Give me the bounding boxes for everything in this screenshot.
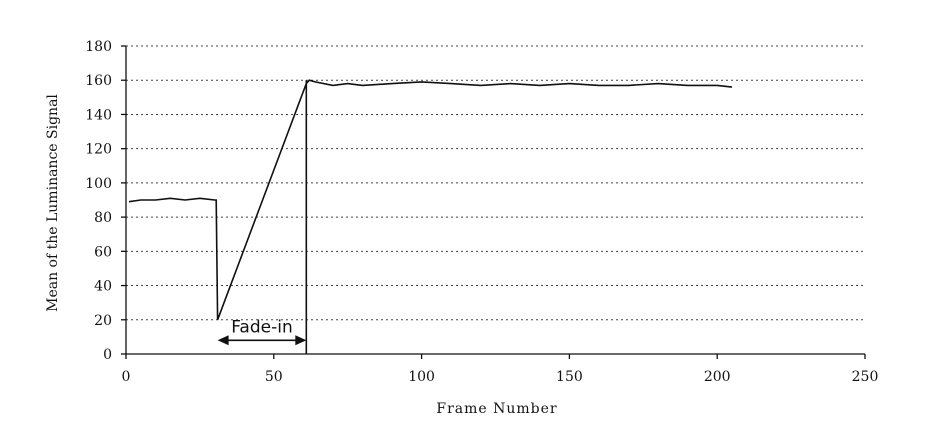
y-tick-label-80: 80 — [94, 210, 112, 226]
y-tick-label-40: 40 — [94, 279, 112, 295]
y-tick-label-60: 60 — [94, 244, 112, 260]
y-tick-label-140: 140 — [85, 107, 112, 123]
x-tick-label-250: 250 — [852, 369, 879, 385]
x-axis-label: Frame Number — [436, 401, 557, 417]
y-tick-label-160: 160 — [85, 73, 112, 89]
y-tick-label-120: 120 — [85, 142, 112, 158]
y-tick-label-0: 0 — [103, 347, 112, 363]
fade-in-annotation-label: Fade-in — [231, 317, 293, 337]
fade-in-arrow-head-left — [217, 335, 229, 346]
y-tick-label-20: 20 — [94, 313, 112, 329]
x-tick-label-0: 0 — [122, 369, 131, 385]
tick-labels: 0 20 40 60 80 100 120 140 160 180 0 50 100 150 200 250 — [85, 39, 878, 385]
annotation-layer: Fade-in — [217, 317, 307, 346]
series-layer — [128, 79, 733, 354]
x-tick-label-50: 50 — [265, 369, 283, 385]
luminance-series-line — [128, 79, 733, 321]
y-tick-label-180: 180 — [85, 39, 112, 55]
x-tick-label-150: 150 — [556, 369, 583, 385]
y-tick-label-100: 100 — [85, 176, 112, 192]
grid-lines — [126, 45, 865, 321]
fade-in-arrow-head-right — [295, 335, 307, 346]
x-tick-label-100: 100 — [408, 369, 435, 385]
axes — [121, 45, 866, 359]
y-axis-label: Mean of the Luminance Signal — [45, 94, 61, 312]
x-tick-label-200: 200 — [704, 369, 731, 385]
